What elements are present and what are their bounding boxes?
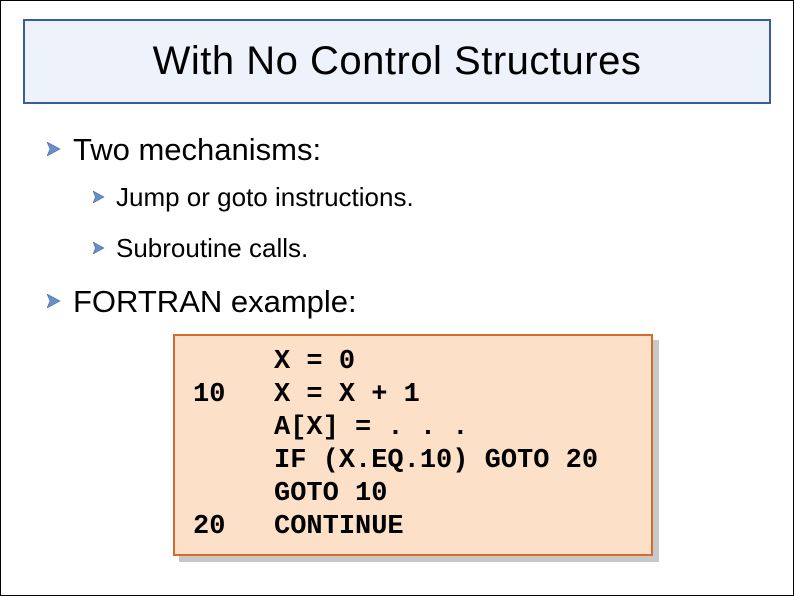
bullet-text: Jump or goto instructions.: [116, 182, 414, 213]
chevron-right-icon: [47, 142, 65, 161]
chevron-right-icon: [47, 294, 65, 313]
bullet-text: Two mechanisms:: [73, 132, 321, 168]
chevron-right-icon: [93, 190, 108, 208]
code-text: X = 0 10 X = X + 1 A[X] = . . . IF (X.EQ…: [193, 346, 633, 544]
bullet-text: FORTRAN example:: [73, 284, 357, 320]
bullet-level2: Subroutine calls.: [93, 233, 771, 264]
slide-title: With No Control Structures: [153, 39, 642, 84]
title-box: With No Control Structures: [23, 19, 771, 104]
bullet-text: Subroutine calls.: [116, 233, 308, 264]
bullet-level1: FORTRAN example:: [47, 284, 771, 320]
chevron-right-icon: [93, 241, 108, 259]
slide: With No Control Structures Two mechanism…: [0, 0, 794, 596]
code-block: X = 0 10 X = X + 1 A[X] = . . . IF (X.EQ…: [173, 334, 653, 556]
bullet-level1: Two mechanisms:: [47, 132, 771, 168]
bullet-level2: Jump or goto instructions.: [93, 182, 771, 213]
code-box: X = 0 10 X = X + 1 A[X] = . . . IF (X.EQ…: [173, 334, 653, 556]
